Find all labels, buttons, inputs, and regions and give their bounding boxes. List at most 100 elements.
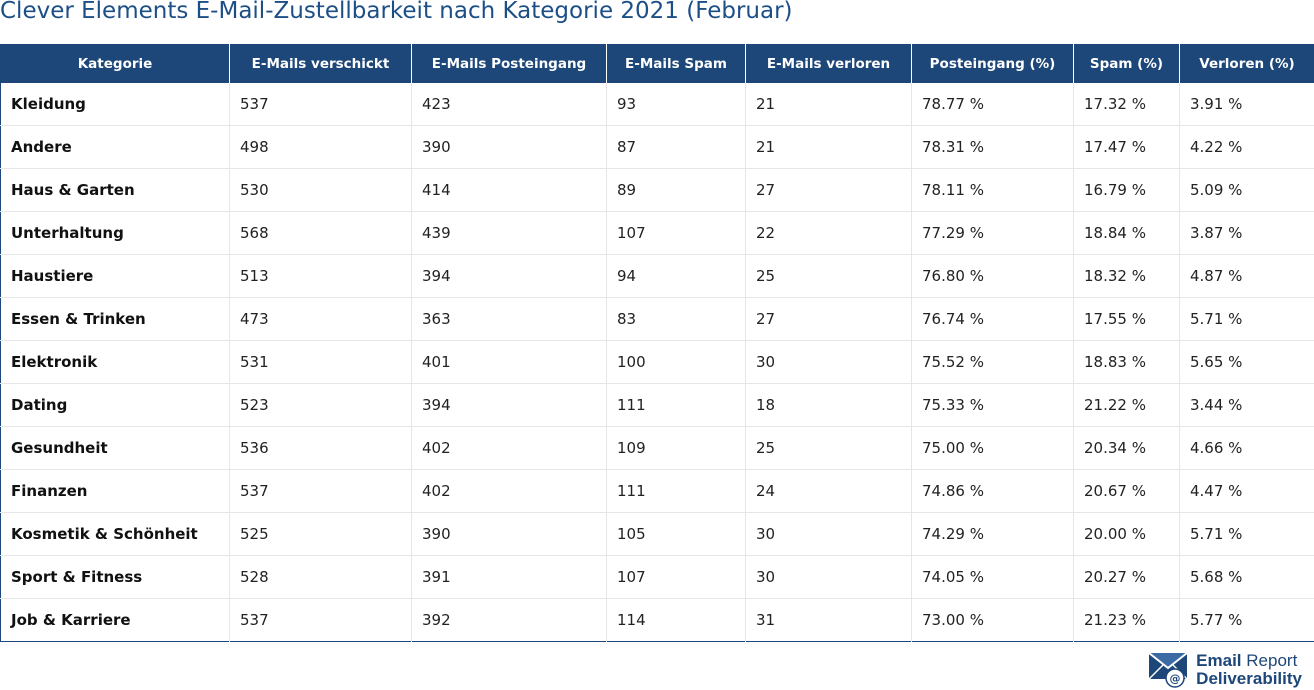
cell-inbox: 423 xyxy=(411,83,607,126)
cell-spam: 89 xyxy=(606,168,746,212)
logo-word-report: Report xyxy=(1246,651,1298,670)
table-row: Haustiere 513 394 94 25 76.80 % 18.32 % 4.87 % xyxy=(0,254,1314,298)
cell-spam-percent: 17.47 % xyxy=(1073,125,1180,169)
cell-inbox: 392 xyxy=(411,598,607,642)
svg-text:@: @ xyxy=(1170,672,1181,685)
cell-spam-percent: 18.83 % xyxy=(1073,340,1180,384)
cell-inbox: 402 xyxy=(411,469,607,513)
table-row: Finanzen 537 402 111 24 74.86 % 20.67 % 4.47 % xyxy=(0,469,1314,513)
cell-spam: 111 xyxy=(606,469,746,513)
cell-spam: 93 xyxy=(606,83,746,126)
cell-spam-percent: 20.34 % xyxy=(1073,426,1180,470)
table-row: Dating 523 394 111 18 75.33 % 21.22 % 3.44 % xyxy=(0,383,1314,427)
cell-spam: 83 xyxy=(606,297,746,341)
cell-lost: 25 xyxy=(745,254,912,298)
cell-lost-percent: 4.87 % xyxy=(1179,254,1314,298)
cell-category: Sport & Fitness xyxy=(0,555,230,599)
cell-spam-percent: 18.84 % xyxy=(1073,211,1180,255)
column-header-kategorie[interactable]: Kategorie xyxy=(0,44,230,83)
column-header-spam-percent[interactable]: Spam (%) xyxy=(1073,44,1180,83)
cell-inbox: 394 xyxy=(411,383,607,427)
cell-lost-percent: 5.09 % xyxy=(1179,168,1314,212)
table-row: Unterhaltung 568 439 107 22 77.29 % 18.84 % 3.8… xyxy=(0,211,1314,255)
cell-spam-percent: 17.32 % xyxy=(1073,83,1180,126)
cell-spam: 111 xyxy=(606,383,746,427)
cell-spam-percent: 18.32 % xyxy=(1073,254,1180,298)
cell-lost-percent: 3.44 % xyxy=(1179,383,1314,427)
column-header-lost-percent[interactable]: Verloren (%) xyxy=(1179,44,1314,83)
cell-lost-percent: 3.91 % xyxy=(1179,83,1314,126)
column-header-inbox-percent[interactable]: Posteingang (%) xyxy=(911,44,1074,83)
cell-sent: 537 xyxy=(229,598,412,642)
cell-sent: 537 xyxy=(229,469,412,513)
cell-spam-percent: 16.79 % xyxy=(1073,168,1180,212)
cell-sent: 513 xyxy=(229,254,412,298)
cell-category: Unterhaltung xyxy=(0,211,230,255)
email-report-logo[interactable]: @ Email Report Deliverability xyxy=(1149,651,1302,689)
table-row: Gesundheit 536 402 109 25 75.00 % 20.34 % 4.66 … xyxy=(0,426,1314,470)
page-title: Clever Elements E-Mail-Zustellbarkeit na… xyxy=(0,0,793,24)
cell-spam: 105 xyxy=(606,512,746,556)
envelope-at-icon: @ xyxy=(1149,652,1188,688)
cell-spam-percent: 20.67 % xyxy=(1073,469,1180,513)
cell-inbox-percent: 78.77 % xyxy=(911,83,1074,126)
cell-spam: 107 xyxy=(606,211,746,255)
cell-lost: 30 xyxy=(745,340,912,384)
cell-spam-percent: 21.22 % xyxy=(1073,383,1180,427)
cell-sent: 536 xyxy=(229,426,412,470)
cell-category: Job & Karriere xyxy=(0,598,230,642)
cell-inbox-percent: 74.29 % xyxy=(911,512,1074,556)
cell-spam: 87 xyxy=(606,125,746,169)
cell-inbox: 401 xyxy=(411,340,607,384)
cell-category: Kosmetik & Schönheit xyxy=(0,512,230,556)
cell-sent: 568 xyxy=(229,211,412,255)
cell-inbox: 402 xyxy=(411,426,607,470)
cell-category: Finanzen xyxy=(0,469,230,513)
cell-lost: 21 xyxy=(745,83,912,126)
column-header-inbox[interactable]: E-Mails Posteingang xyxy=(411,44,607,83)
cell-spam-percent: 20.00 % xyxy=(1073,512,1180,556)
table-row: Essen & Trinken 473 363 83 27 76.74 % 17.55 % 5… xyxy=(0,297,1314,341)
cell-inbox: 390 xyxy=(411,512,607,556)
cell-inbox-percent: 76.80 % xyxy=(911,254,1074,298)
cell-category: Essen & Trinken xyxy=(0,297,230,341)
cell-sent: 525 xyxy=(229,512,412,556)
cell-sent: 528 xyxy=(229,555,412,599)
deliverability-table: Kategorie E-Mails verschickt E-Mails Pos… xyxy=(0,44,1314,642)
cell-inbox-percent: 76.74 % xyxy=(911,297,1074,341)
cell-inbox-percent: 73.00 % xyxy=(911,598,1074,642)
table-row: Haus & Garten 530 414 89 27 78.11 % 16.79 % 5.0… xyxy=(0,168,1314,212)
table-row: Elektronik 531 401 100 30 75.52 % 18.83 % 5.65 … xyxy=(0,340,1314,384)
column-header-lost[interactable]: E-Mails verloren xyxy=(745,44,912,83)
cell-spam: 100 xyxy=(606,340,746,384)
cell-spam: 109 xyxy=(606,426,746,470)
cell-lost: 30 xyxy=(745,512,912,556)
cell-spam-percent: 17.55 % xyxy=(1073,297,1180,341)
cell-category: Kleidung xyxy=(0,83,230,126)
cell-category: Haus & Garten xyxy=(0,168,230,212)
cell-category: Haustiere xyxy=(0,254,230,298)
cell-inbox: 363 xyxy=(411,297,607,341)
cell-lost-percent: 3.87 % xyxy=(1179,211,1314,255)
column-header-sent[interactable]: E-Mails verschickt xyxy=(229,44,412,83)
cell-lost: 30 xyxy=(745,555,912,599)
cell-inbox-percent: 74.86 % xyxy=(911,469,1074,513)
cell-lost: 25 xyxy=(745,426,912,470)
cell-lost: 27 xyxy=(745,168,912,212)
table-header-row: Kategorie E-Mails verschickt E-Mails Pos… xyxy=(0,44,1314,83)
cell-lost: 27 xyxy=(745,297,912,341)
cell-spam: 114 xyxy=(606,598,746,642)
cell-category: Andere xyxy=(0,125,230,169)
cell-lost: 31 xyxy=(745,598,912,642)
cell-inbox-percent: 74.05 % xyxy=(911,555,1074,599)
cell-inbox-percent: 75.52 % xyxy=(911,340,1074,384)
table-row: Kleidung 537 423 93 21 78.77 % 17.32 % 3.91 % xyxy=(0,83,1314,126)
cell-category: Dating xyxy=(0,383,230,427)
cell-lost: 21 xyxy=(745,125,912,169)
cell-lost-percent: 5.65 % xyxy=(1179,340,1314,384)
column-header-spam[interactable]: E-Mails Spam xyxy=(606,44,746,83)
cell-spam: 94 xyxy=(606,254,746,298)
cell-lost: 18 xyxy=(745,383,912,427)
cell-lost-percent: 4.47 % xyxy=(1179,469,1314,513)
cell-sent: 530 xyxy=(229,168,412,212)
